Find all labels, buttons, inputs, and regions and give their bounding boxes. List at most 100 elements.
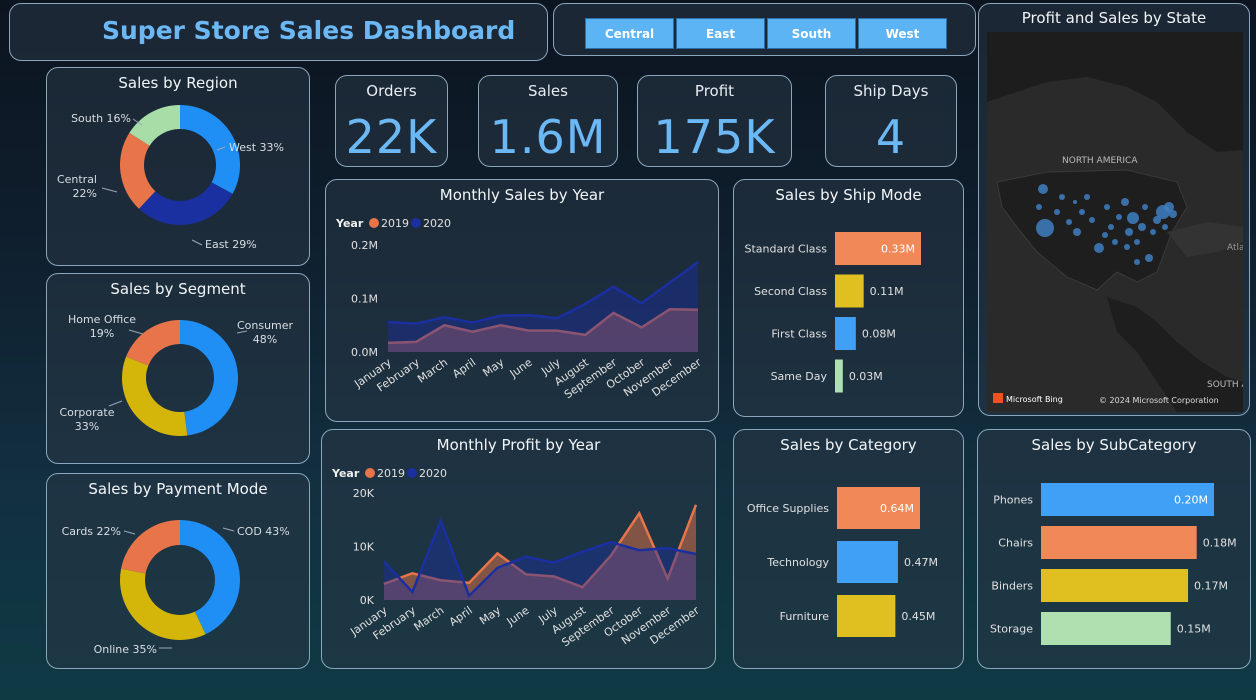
bar-chart-subcategory[interactable]: Phones 0.20M Chairs 0.18M Binders 0.17M Storag…	[978, 457, 1250, 668]
chart-title: Sales by SubCategory	[1031, 436, 1197, 454]
leader-line	[108, 400, 123, 407]
y-tick-label: 10K	[353, 541, 375, 554]
bar-value-label: 0.17M	[1194, 580, 1228, 593]
donut-slice-cards	[121, 520, 180, 574]
slicer-button-central[interactable]: Central	[585, 18, 674, 49]
leader-line	[216, 146, 226, 151]
bar-category-label: Second Class	[754, 285, 827, 298]
map-panel: Profit and Sales by State NORTH AMERICA …	[978, 3, 1250, 416]
bar-value-label: 0.33M	[881, 243, 915, 256]
kpi-label: Profit	[694, 82, 735, 100]
kpi-value: 1.6M	[489, 110, 607, 164]
slicer-button-west[interactable]: West	[858, 18, 947, 49]
area-fill-2019	[384, 504, 696, 600]
area-chart-monthly-profit[interactable]: Year 2019 20200K10K20KJanuaryFebruaryMarch…	[322, 457, 715, 668]
donut-label: Online 35%	[94, 643, 157, 656]
donut-label: COD 43%	[237, 525, 290, 538]
area-chart-monthly-sales[interactable]: Year 2019 20200.0M0.1M0.2MJanuaryFebruaryM…	[326, 207, 718, 421]
slicer-button-south[interactable]: South	[767, 18, 856, 49]
bar-chart-category[interactable]: Office Supplies 0.64M Technology 0.47M Furni…	[734, 457, 963, 668]
bar-technology	[837, 541, 898, 583]
leader-line	[236, 330, 248, 334]
kpi-card-ship-days: Ship Days 4	[825, 75, 957, 167]
series-line-2019	[383, 504, 698, 589]
x-tick-label: June	[507, 356, 535, 381]
bing-label: Microsoft Bing	[1006, 395, 1063, 404]
donut-label: South 16%	[71, 112, 131, 125]
bar-value-label: 0.03M	[849, 370, 883, 383]
bar-category-label: Standard Class	[745, 243, 828, 256]
bar-phones	[1041, 483, 1214, 516]
bar-standard-class	[835, 232, 921, 265]
bar-category-label: Technology	[766, 556, 829, 569]
kpi-value: 4	[875, 110, 907, 164]
leader-line	[132, 118, 143, 126]
kpi-card-sales: Sales 1.6M	[478, 75, 618, 167]
kpi-label: Sales	[528, 82, 568, 100]
leader-line	[128, 329, 144, 335]
bar-chart-ship-mode[interactable]: Standard Class 0.33M Second Class 0.11M Firs…	[734, 207, 963, 417]
series-line-2019	[387, 307, 699, 345]
slicer-button-east[interactable]: East	[676, 18, 765, 49]
bar-office-supplies	[837, 487, 920, 529]
legend-label-2019: 2019	[377, 467, 405, 480]
area-fill-2020	[388, 262, 698, 352]
donut-label: 22%	[73, 187, 97, 200]
series-line-2020	[383, 517, 697, 598]
donut-slice-corporate	[122, 356, 188, 436]
bar-category-label: Office Supplies	[747, 502, 829, 515]
bar-category-label: Same Day	[771, 370, 828, 383]
state-map[interactable]: NORTH AMERICA SOUTH A Atla Microsoft Bin…	[987, 32, 1243, 412]
donut-label: East 29%	[205, 238, 257, 251]
bar-category-label: Phones	[993, 494, 1033, 507]
bar-value-label: 0.45M	[901, 610, 935, 623]
donut-label: 19%	[90, 327, 114, 340]
x-tick-label: June	[504, 604, 532, 629]
map-bubbles	[1036, 184, 1177, 265]
bar-value-label: 0.20M	[1174, 494, 1208, 507]
kpi-card-profit: Profit 175K	[637, 75, 792, 167]
bar-first-class	[835, 317, 856, 350]
y-tick-label: 20K	[353, 487, 375, 500]
bar-value-label: 0.18M	[1203, 537, 1237, 550]
bar-value-label: 0.08M	[862, 328, 896, 341]
map-copyright: © 2024 Microsoft Corporation	[1099, 396, 1219, 405]
chart-title: Sales by Region	[118, 74, 238, 92]
donut-chart-payment[interactable]: COD 43% Online 35% Cards 22%	[47, 501, 309, 666]
legend-marker-2020	[407, 468, 417, 478]
bar-category-label: Chairs	[998, 537, 1033, 550]
x-tick-label: May	[480, 356, 506, 380]
bar-value-label: 0.64M	[880, 502, 914, 515]
bar-category-label: Furniture	[780, 610, 830, 623]
bar-value-label: 0.11M	[870, 285, 904, 298]
chart-panel-segment: Sales by Segment Consumer 48% Corporate 33%…	[46, 273, 310, 464]
chart-title: Monthly Profit by Year	[436, 436, 601, 454]
chart-title: Sales by Segment	[110, 280, 246, 298]
chart-title: Sales by Category	[780, 436, 917, 454]
leader-line	[222, 527, 235, 532]
map-label-atlantic: Atla	[1227, 243, 1243, 253]
kpi-label: Orders	[366, 82, 417, 100]
bar-value-label: 0.15M	[1177, 623, 1211, 636]
donut-slice-online	[120, 568, 206, 640]
donut-label: Corporate	[60, 406, 115, 419]
kpi-card-orders: Orders 22K	[335, 75, 448, 167]
donut-label: Cards 22%	[62, 525, 121, 538]
y-tick-label: 0K	[360, 594, 375, 607]
donut-label: West 33%	[229, 141, 284, 154]
legend-marker-2020	[411, 218, 421, 228]
chart-panel-ship-mode: Sales by Ship Mode Standard Class 0.33M Se…	[733, 179, 964, 417]
map-title: Profit and Sales by State	[1021, 9, 1207, 27]
legend-title: Year	[335, 217, 364, 230]
donut-label: Consumer	[237, 319, 294, 332]
bar-storage	[1041, 612, 1171, 645]
chart-panel-monthly-profit: Monthly Profit by Year Year 2019 2020 0K 10K…	[321, 429, 716, 669]
legend-label-2020: 2020	[423, 217, 451, 230]
donut-label: 48%	[253, 333, 277, 346]
y-tick-label: 0.2M	[351, 239, 378, 252]
leader-line	[191, 239, 203, 246]
legend-label-2020: 2020	[419, 467, 447, 480]
leader-line	[101, 187, 118, 193]
